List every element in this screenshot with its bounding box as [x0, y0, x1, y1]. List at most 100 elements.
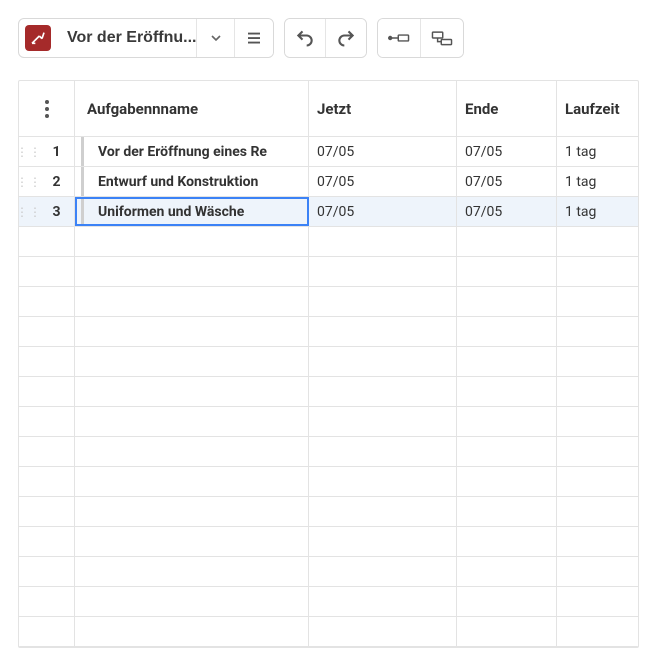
cell-name[interactable]: Entwurf und Konstruktion	[75, 167, 309, 196]
drag-handle[interactable]: ⋮⋮	[19, 167, 39, 196]
drag-handle[interactable]: ⋮⋮	[19, 137, 39, 166]
cell-laufzeit[interactable]	[557, 557, 638, 586]
col-header-ende[interactable]: Ende	[457, 81, 557, 136]
table-row[interactable]: ⋮⋮ 3 Uniformen und Wäsche 07/05 07/05 1 …	[19, 197, 638, 227]
empty-row[interactable]	[19, 347, 638, 377]
empty-row[interactable]	[19, 617, 638, 647]
cell-name[interactable]	[75, 527, 309, 556]
empty-row[interactable]	[19, 287, 638, 317]
outdent-button[interactable]	[378, 19, 420, 57]
cell-laufzeit[interactable]	[557, 227, 638, 256]
cell-jetzt[interactable]: 07/05	[309, 167, 457, 196]
cell-laufzeit[interactable]	[557, 497, 638, 526]
app-icon[interactable]	[25, 25, 51, 51]
cell-name[interactable]	[75, 467, 309, 496]
selection-dropdown-icon[interactable]	[300, 197, 309, 199]
col-header-jetzt[interactable]: Jetzt	[309, 81, 457, 136]
cell-ende[interactable]: 07/05	[457, 197, 557, 226]
title-dropdown-button[interactable]	[196, 19, 234, 57]
cell-jetzt[interactable]: 07/05	[309, 197, 457, 226]
cell-ende[interactable]	[457, 527, 557, 556]
cell-jetzt[interactable]	[309, 617, 457, 646]
cell-ende[interactable]	[457, 437, 557, 466]
cell-name[interactable]	[75, 347, 309, 376]
empty-row[interactable]	[19, 557, 638, 587]
cell-name[interactable]	[75, 257, 309, 286]
cell-ende[interactable]	[457, 347, 557, 376]
cell-laufzeit[interactable]	[557, 377, 638, 406]
table-row[interactable]: ⋮⋮ 2 Entwurf und Konstruktion 07/05 07/0…	[19, 167, 638, 197]
cell-ende[interactable]	[457, 317, 557, 346]
cell-laufzeit[interactable]: 1 tag	[557, 197, 638, 226]
empty-row[interactable]	[19, 437, 638, 467]
cell-laufzeit[interactable]	[557, 257, 638, 286]
redo-button[interactable]	[325, 19, 366, 57]
cell-ende[interactable]	[457, 587, 557, 616]
cell-jetzt[interactable]	[309, 257, 457, 286]
cell-ende[interactable]	[457, 497, 557, 526]
empty-row[interactable]	[19, 317, 638, 347]
cell-laufzeit[interactable]	[557, 437, 638, 466]
drag-handle[interactable]: ⋮⋮	[19, 197, 39, 226]
cell-name[interactable]	[75, 377, 309, 406]
cell-ende[interactable]: 07/05	[457, 167, 557, 196]
cell-laufzeit[interactable]	[557, 527, 638, 556]
cell-ende[interactable]	[457, 617, 557, 646]
cell-name[interactable]: Uniformen und Wäsche	[75, 197, 309, 226]
cell-jetzt[interactable]: 07/05	[309, 137, 457, 166]
empty-row[interactable]	[19, 467, 638, 497]
cell-ende[interactable]	[457, 557, 557, 586]
cell-ende[interactable]: 07/05	[457, 137, 557, 166]
cell-jetzt[interactable]	[309, 317, 457, 346]
cell-name[interactable]	[75, 617, 309, 646]
cell-laufzeit[interactable]	[557, 317, 638, 346]
cell-name[interactable]: Vor der Eröffnung eines Re	[75, 137, 309, 166]
cell-name[interactable]	[75, 437, 309, 466]
menu-button[interactable]	[234, 19, 273, 57]
cell-laufzeit[interactable]	[557, 287, 638, 316]
table-row[interactable]: ⋮⋮ 1 Vor der Eröffnung eines Re 07/05 07…	[19, 137, 638, 167]
empty-row[interactable]	[19, 227, 638, 257]
empty-row[interactable]	[19, 527, 638, 557]
col-header-laufzeit[interactable]: Laufzeit	[557, 81, 638, 136]
empty-row[interactable]	[19, 257, 638, 287]
cell-ende[interactable]	[457, 407, 557, 436]
cell-ende[interactable]	[457, 227, 557, 256]
cell-jetzt[interactable]	[309, 437, 457, 466]
cell-name[interactable]	[75, 497, 309, 526]
cell-laufzeit[interactable]: 1 tag	[557, 137, 638, 166]
empty-row[interactable]	[19, 587, 638, 617]
empty-row[interactable]	[19, 407, 638, 437]
cell-jetzt[interactable]	[309, 497, 457, 526]
indent-button[interactable]	[420, 19, 463, 57]
cell-jetzt[interactable]	[309, 407, 457, 436]
cell-ende[interactable]	[457, 287, 557, 316]
cell-jetzt[interactable]	[309, 527, 457, 556]
empty-row[interactable]	[19, 377, 638, 407]
cell-name[interactable]	[75, 407, 309, 436]
cell-laufzeit[interactable]	[557, 587, 638, 616]
cell-ende[interactable]	[457, 377, 557, 406]
undo-button[interactable]	[285, 19, 325, 57]
cell-laufzeit[interactable]	[557, 617, 638, 646]
empty-row[interactable]	[19, 497, 638, 527]
cell-name[interactable]	[75, 587, 309, 616]
cell-laufzeit[interactable]	[557, 467, 638, 496]
cell-ende[interactable]	[457, 467, 557, 496]
cell-jetzt[interactable]	[309, 587, 457, 616]
project-title-button[interactable]: Vor der Eröffnu...	[57, 19, 196, 57]
cell-name[interactable]	[75, 227, 309, 256]
cell-jetzt[interactable]	[309, 467, 457, 496]
cell-jetzt[interactable]	[309, 347, 457, 376]
col-header-name[interactable]: Aufgabennname	[75, 81, 309, 136]
cell-jetzt[interactable]	[309, 287, 457, 316]
cell-jetzt[interactable]	[309, 557, 457, 586]
cell-ende[interactable]	[457, 257, 557, 286]
row-menu-header[interactable]	[19, 81, 75, 136]
cell-name[interactable]	[75, 557, 309, 586]
cell-laufzeit[interactable]: 1 tag	[557, 167, 638, 196]
cell-laufzeit[interactable]	[557, 347, 638, 376]
cell-name[interactable]	[75, 317, 309, 346]
cell-jetzt[interactable]	[309, 377, 457, 406]
cell-jetzt[interactable]	[309, 227, 457, 256]
